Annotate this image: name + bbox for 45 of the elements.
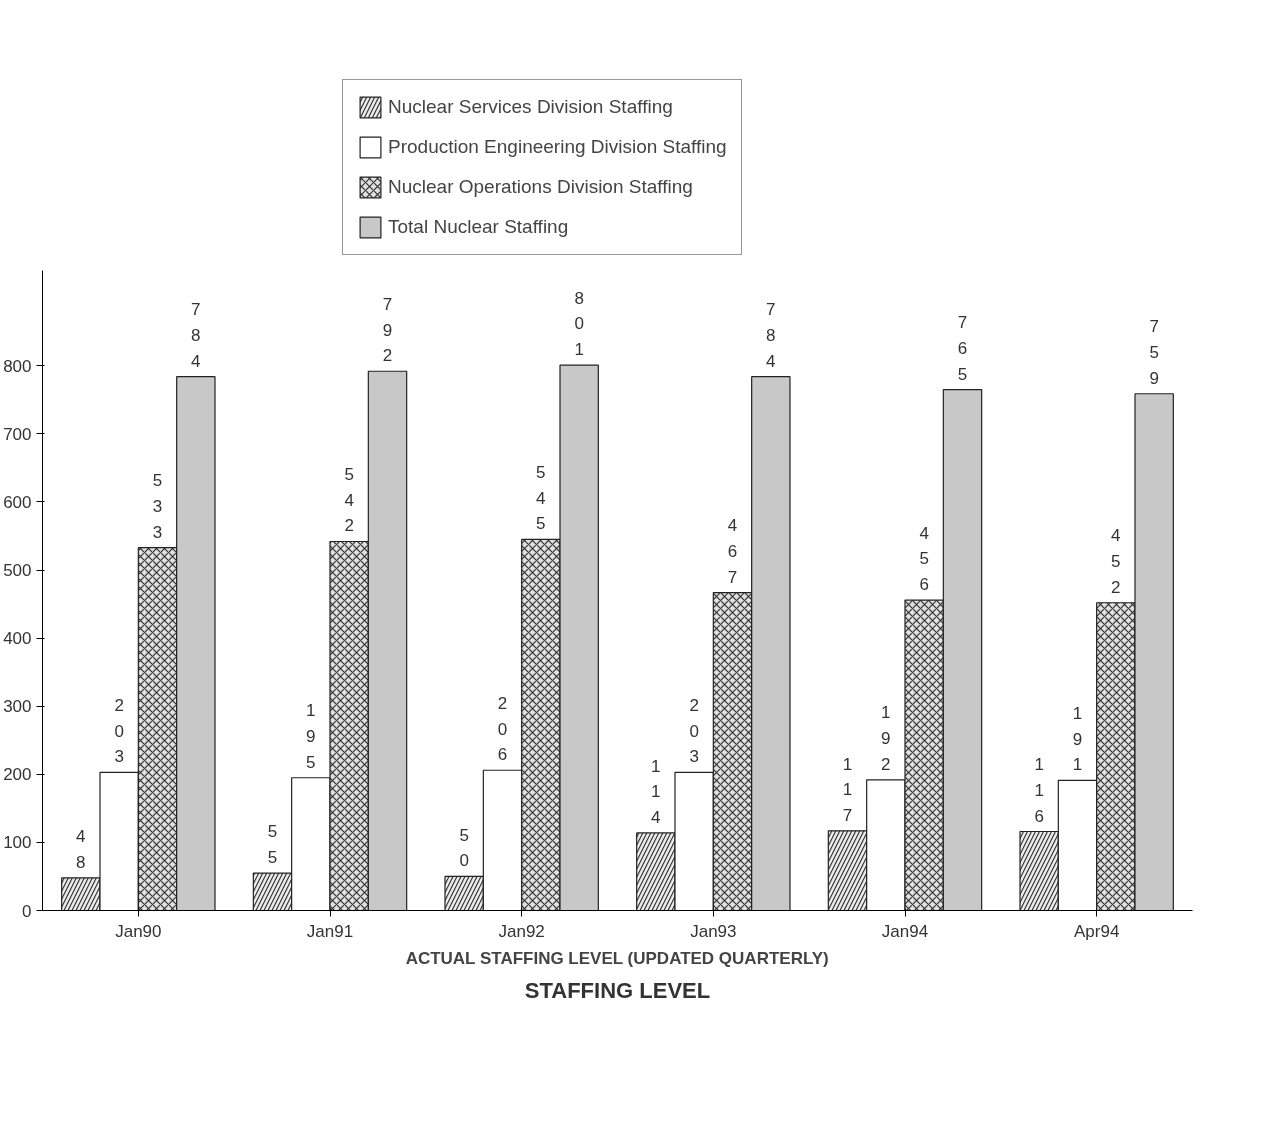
data-label: 2 0 3 xyxy=(114,695,124,767)
data-label: 5 3 3 xyxy=(152,471,163,542)
x-tick-label: Apr94 xyxy=(1073,921,1120,941)
data-label: 1 1 6 xyxy=(1034,755,1044,826)
data-label: 1 1 4 xyxy=(651,756,661,827)
data-label: 7 5 9 xyxy=(1149,317,1159,388)
data-label: 5 0 xyxy=(459,825,469,871)
y-tick-label: 0 xyxy=(22,901,32,921)
y-tick-label: 500 xyxy=(3,561,32,581)
data-label: 4 8 xyxy=(76,827,86,872)
data-label: 2 0 3 xyxy=(689,695,699,767)
x-tick-label: Jan90 xyxy=(115,921,162,941)
data-label: 5 4 2 xyxy=(344,465,354,536)
data-label: 4 5 6 xyxy=(919,523,929,595)
legend-label: Nuclear Services Division Staffing xyxy=(388,96,673,118)
text: STAFFING LEVEL xyxy=(524,977,711,1003)
data-label: 1 9 2 xyxy=(881,703,891,774)
data-label: 1 1 7 xyxy=(842,754,853,825)
x-axis-title: ACTUAL STAFFING LEVEL (UPDATED QUARTERLY) xyxy=(405,948,829,968)
y-tick-label: 300 xyxy=(3,697,32,717)
x-tick-label: Jan94 xyxy=(881,921,929,941)
legend-label: Total Nuclear Staffing xyxy=(388,216,569,238)
data-label: 4 6 7 xyxy=(727,516,738,587)
data-label: 2 0 6 xyxy=(497,693,508,765)
x-tick-label: Jan91 xyxy=(306,921,354,941)
data-label: 5 5 xyxy=(267,822,278,868)
data-label: 5 4 5 xyxy=(536,463,546,534)
data-label: 7 8 4 xyxy=(766,300,776,371)
data-label: 8 0 1 xyxy=(574,288,584,360)
data-label: 1 9 1 xyxy=(1072,704,1083,775)
y-tick-label: 100 xyxy=(3,833,32,853)
y-tick-label: 600 xyxy=(3,492,32,512)
legend-label: Production Engineering Division Staffing xyxy=(388,136,727,158)
data-label: 4 5 2 xyxy=(1111,526,1121,597)
y-tick-label: 700 xyxy=(3,424,32,444)
data-label: 1 9 5 xyxy=(306,701,316,772)
x-tick-label: Jan93 xyxy=(690,921,737,941)
data-label: 7 9 2 xyxy=(382,294,393,366)
x-tick-label: Jan92 xyxy=(498,921,545,941)
y-tick-label: 400 xyxy=(3,629,32,649)
data-label: 7 8 4 xyxy=(191,300,201,371)
y-tick-label: 200 xyxy=(3,765,32,785)
y-tick-label: 800 xyxy=(3,356,32,376)
legend-label: Nuclear Operations Division Staffing xyxy=(388,176,693,198)
data-label: 7 6 5 xyxy=(957,313,968,384)
